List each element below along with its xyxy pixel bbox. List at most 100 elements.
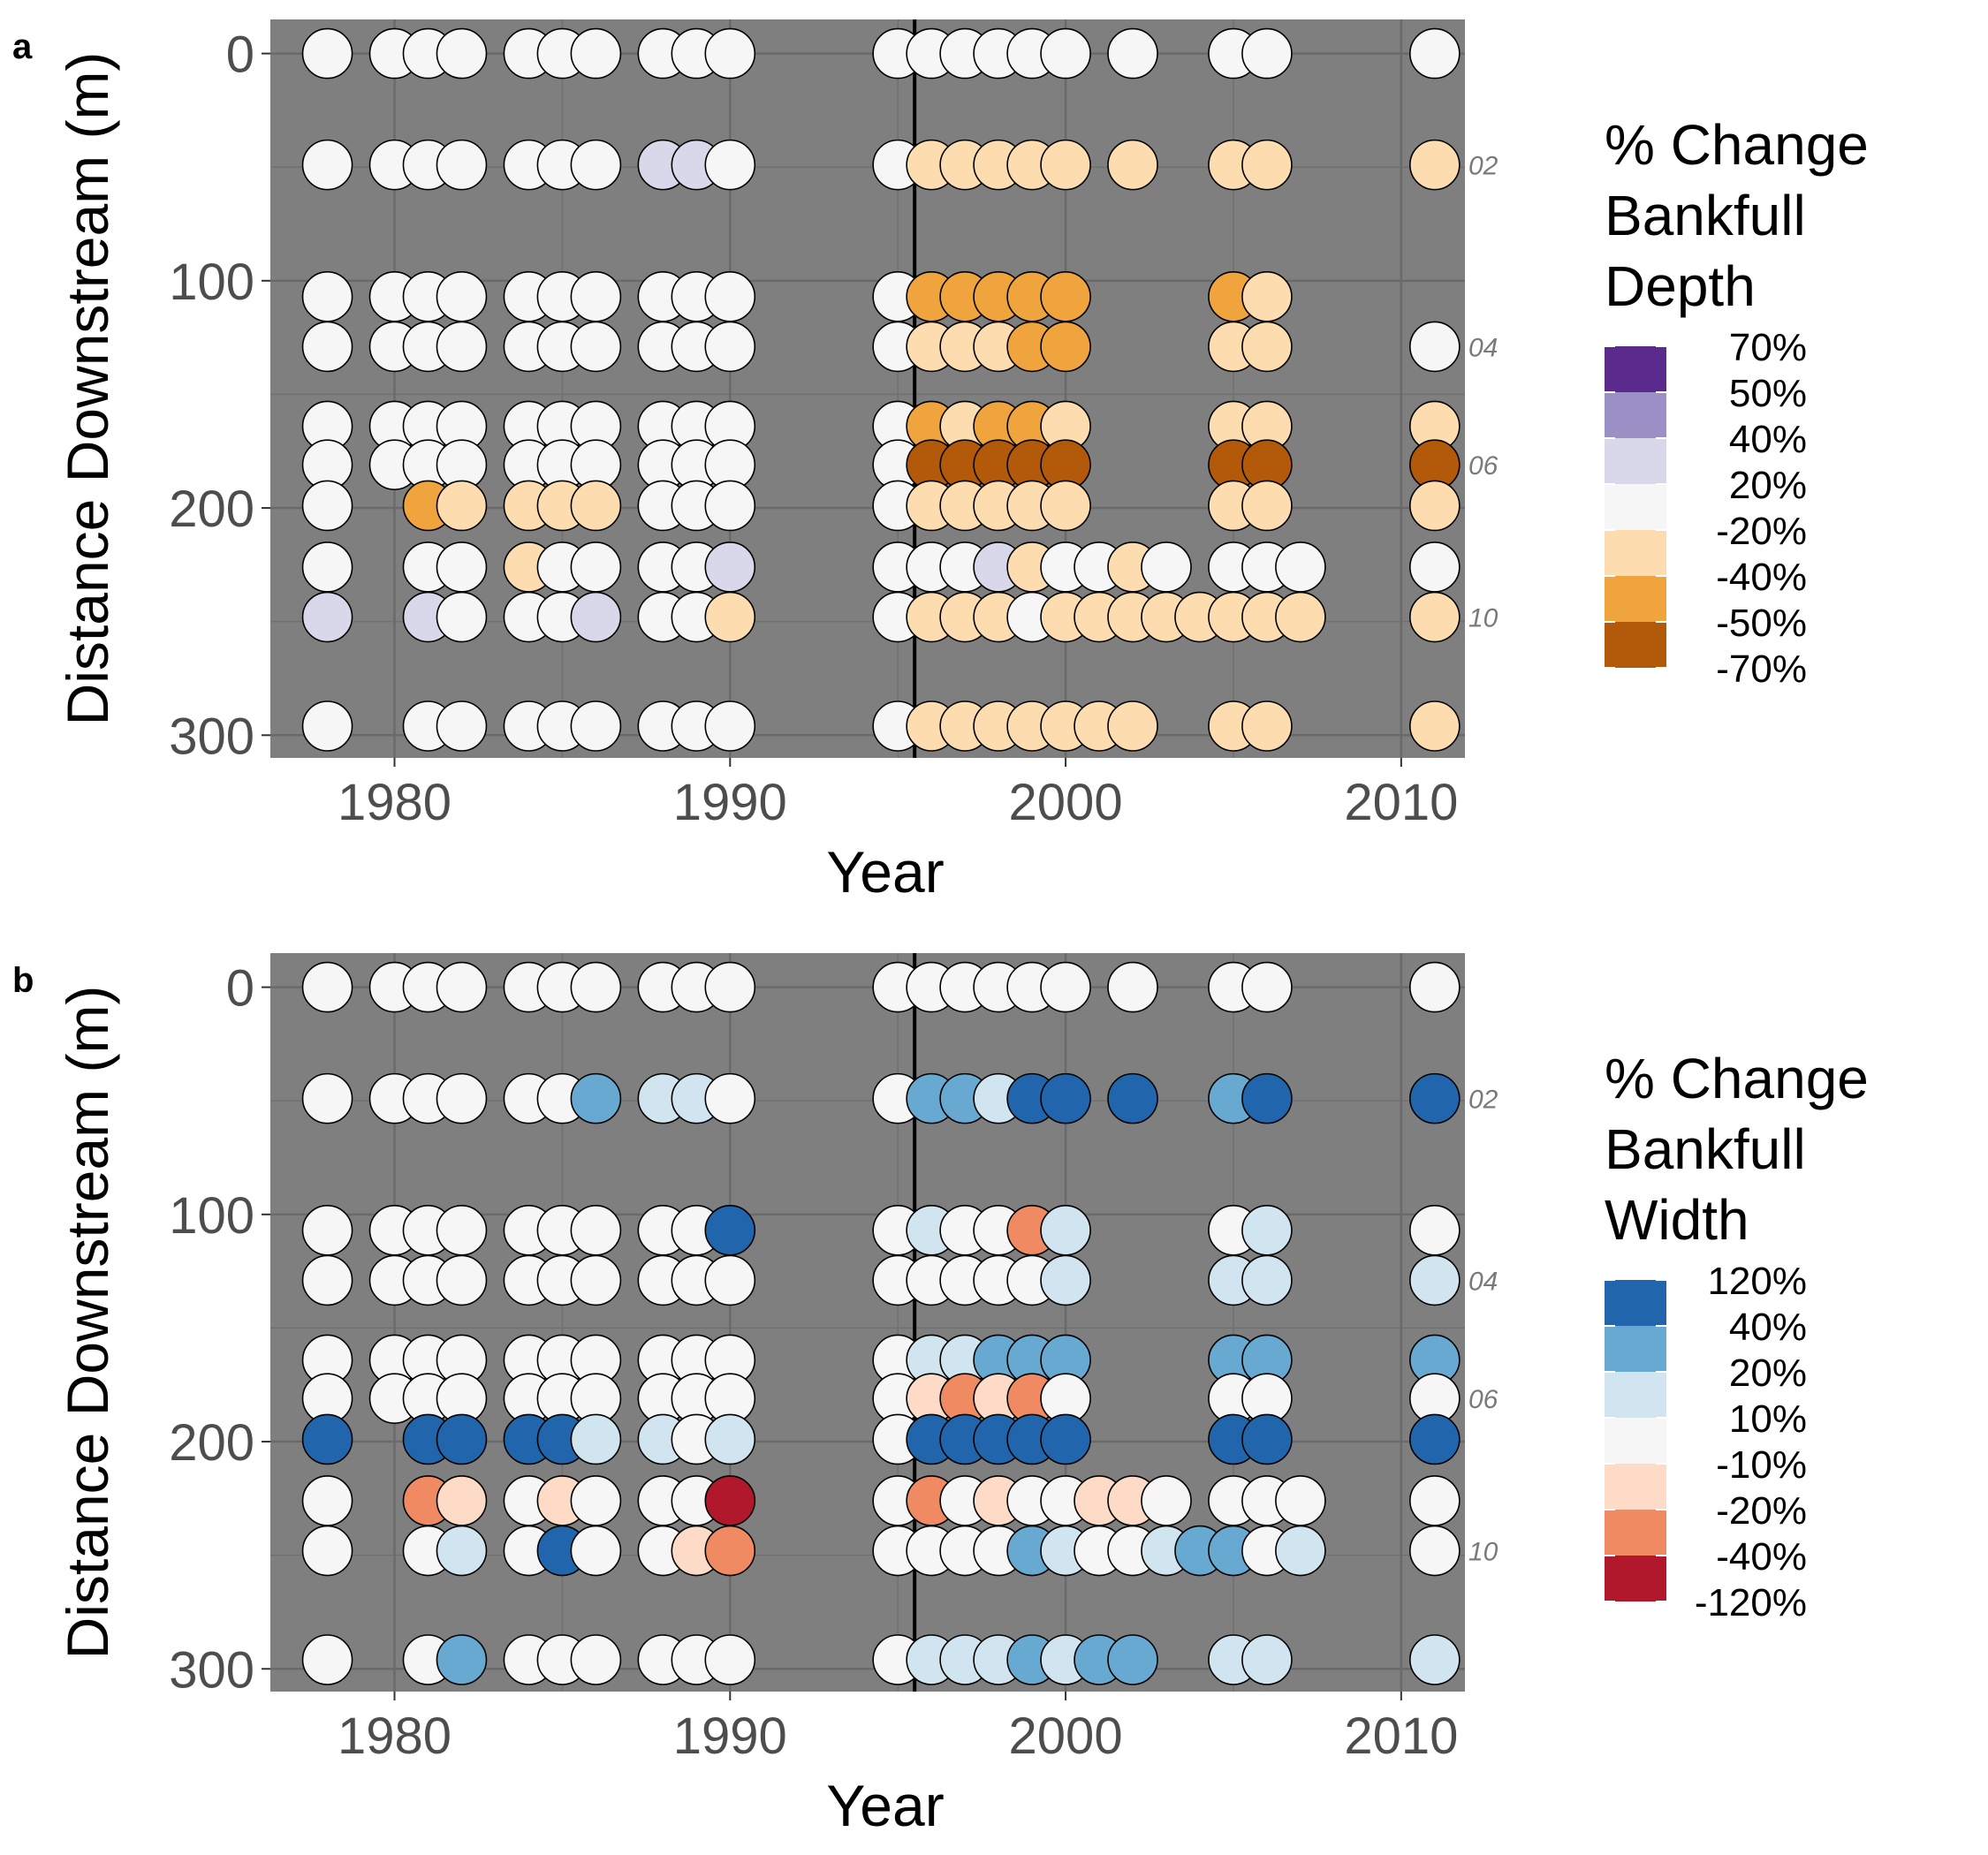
data-point [570,27,622,80]
x-tick-label: 1980 [338,1707,451,1765]
data-point [1241,1205,1293,1256]
data-point [704,961,756,1013]
data-point [301,1205,353,1256]
legend-swatch [1605,1280,1666,1326]
data-point [704,1254,756,1306]
legend-swatch [1605,438,1666,484]
section-label: 04 [1468,1267,1498,1296]
legend-label: -70% [1716,647,1807,691]
panel-label: b [12,961,34,1000]
data-point [436,1072,488,1124]
data-point [1275,1475,1326,1526]
x-axis-title: Year [826,1773,944,1838]
data-point [570,591,622,643]
panel-b: b 1980 1990 2000 2010 0 100 200 300 Year Distance … [12,953,1869,1838]
data-point [704,139,756,191]
data-point [1409,1254,1461,1306]
data-point [704,1634,756,1685]
data-point [301,1072,353,1124]
data-point [570,1254,622,1306]
x-tick-label: 1990 [673,774,787,831]
data-point [1275,1525,1326,1577]
data-point [1409,1205,1461,1256]
data-point [1409,480,1461,532]
legend-label: 120% [1707,1260,1807,1303]
data-point [301,271,353,322]
legend: % Change Bankfull Depth 70%50%40%20%-20%-40… [1605,113,1869,691]
panel-a: a 1980 1990 2000 2010 0 100 200 300 Year Distance … [12,19,1869,905]
plot-background [270,19,1465,758]
data-point [570,961,622,1013]
data-point [1107,1634,1158,1685]
data-point [436,139,488,191]
legend-label: 40% [1729,1306,1807,1349]
data-point [301,591,353,643]
legend-title: Bankfull [1605,1117,1806,1181]
data-point [1040,271,1091,322]
data-point [704,1475,756,1526]
data-point [1107,700,1158,752]
data-point [704,591,756,643]
x-tick-label: 1990 [673,1707,787,1765]
legend-label: -10% [1716,1443,1807,1487]
legend-title: Depth [1605,254,1756,318]
legend-swatch [1605,530,1666,576]
data-point [1241,139,1293,191]
legend-label: 10% [1729,1397,1807,1441]
section-label: 10 [1468,604,1499,633]
data-point [436,1254,488,1306]
legend-label: 40% [1729,418,1807,461]
legend-swatch [1605,622,1666,668]
data-point [301,961,353,1013]
data-point [1409,1525,1461,1577]
data-point [570,1072,622,1124]
data-points [301,961,1461,1685]
section-label: 02 [1468,1086,1499,1115]
y-tick-label: 0 [226,26,254,84]
y-tick-label: 200 [169,1414,254,1472]
section-label: 10 [1468,1538,1499,1567]
y-tick-label: 100 [169,254,254,311]
legend-swatch [1605,1510,1666,1556]
legend-label: 70% [1729,326,1807,369]
data-point [301,1525,353,1577]
section-label: 06 [1468,1385,1499,1414]
data-point [1040,1413,1091,1465]
data-point [704,541,756,593]
data-point [1040,480,1091,532]
data-point [1409,961,1461,1013]
data-point [301,1475,353,1526]
data-point [436,321,488,373]
data-point [1409,1413,1461,1465]
data-point [1040,27,1091,80]
section-label: 02 [1468,152,1499,181]
data-point [436,480,488,532]
y-tick-label: 100 [169,1187,254,1245]
data-point [436,1475,488,1526]
data-point [1040,321,1091,373]
legend-label: -20% [1716,510,1807,553]
data-point [570,1634,622,1685]
data-point [1275,541,1326,593]
legend-swatch [1605,576,1666,622]
data-point [1241,1634,1293,1685]
legend-swatch [1605,1418,1666,1464]
data-point [1040,961,1091,1013]
data-point [1409,1072,1461,1124]
section-label: 04 [1468,333,1498,362]
data-point [1107,961,1158,1013]
data-point [1241,27,1293,80]
data-point [1241,1072,1293,1124]
data-point [1241,480,1293,532]
data-point [704,1072,756,1124]
data-point [301,1634,353,1685]
data-point [1241,1254,1293,1306]
data-point [704,1413,756,1465]
data-point [1409,1475,1461,1526]
data-point [301,1254,353,1306]
data-point [436,591,488,643]
data-point [436,541,488,593]
y-tick-label: 300 [169,708,254,765]
data-point [436,27,488,80]
x-tick-label: 2000 [1009,1707,1123,1765]
